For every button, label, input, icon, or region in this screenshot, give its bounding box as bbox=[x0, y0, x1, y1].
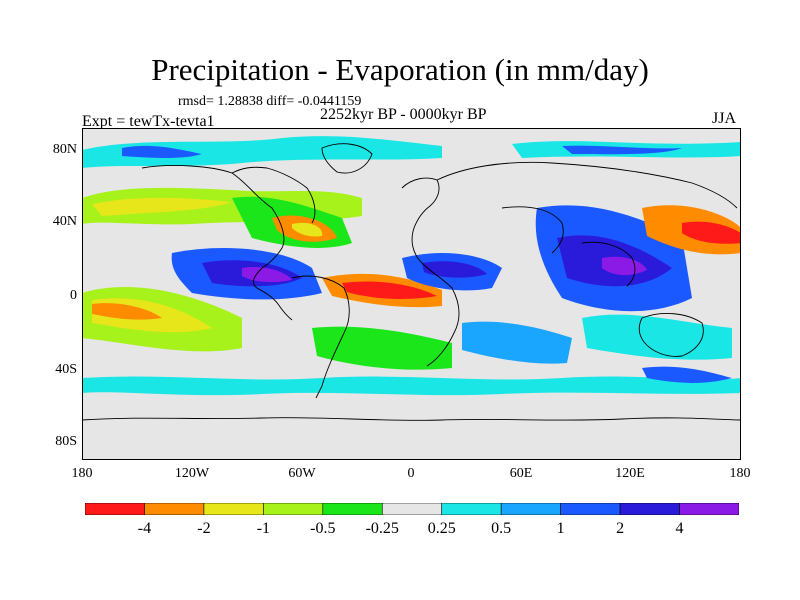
colorbar-label: 2 bbox=[616, 520, 625, 537]
colorbar-label: 0.5 bbox=[491, 520, 512, 537]
lon-tick-180e: 180 bbox=[729, 466, 751, 481]
lon-tick-60w: 60W bbox=[288, 466, 316, 481]
lon-tick-60e: 60E bbox=[509, 466, 533, 481]
colorbar-label: -0.25 bbox=[365, 520, 399, 537]
plot-title: Precipitation - Evaporation (in mm/day) bbox=[151, 52, 649, 87]
colorbar-label: -1 bbox=[256, 520, 271, 537]
period-label: 2252kyr BP - 0000kyr BP bbox=[320, 106, 487, 123]
lat-tick-0: 0 bbox=[70, 288, 77, 303]
map-frame bbox=[82, 128, 741, 460]
anomaly-map bbox=[82, 128, 741, 460]
colorbar-box bbox=[144, 503, 205, 515]
experiment-label: Expt = tewTx-tevta1 bbox=[82, 113, 215, 130]
colorbar-label: 4 bbox=[675, 520, 684, 537]
lat-tick-40n: 40N bbox=[52, 214, 77, 229]
colorbar-box bbox=[560, 503, 621, 515]
colorbar-box bbox=[441, 503, 502, 515]
stats-line: rmsd= 1.28838 diff= -0.0441159 bbox=[178, 94, 362, 109]
colorbar-label: -2 bbox=[197, 520, 211, 537]
colorbar-box bbox=[679, 503, 739, 515]
colorbar-box bbox=[203, 503, 264, 515]
season-label: JJA bbox=[712, 110, 737, 127]
lat-tick-80s: 80S bbox=[55, 434, 77, 449]
colorbar-box bbox=[500, 503, 561, 515]
colorbar-box bbox=[381, 503, 443, 515]
colorbar-box bbox=[322, 503, 383, 515]
colorbar-box bbox=[85, 503, 145, 515]
lat-tick-40s: 40S bbox=[55, 362, 77, 377]
coastlines bbox=[82, 143, 741, 421]
lon-tick-0: 0 bbox=[407, 466, 415, 481]
colorbar-label: -4 bbox=[137, 520, 152, 537]
colorbar-box bbox=[263, 503, 324, 515]
colorbar-label: -0.5 bbox=[310, 520, 336, 537]
colorbar bbox=[85, 503, 739, 515]
lat-tick-80n: 80N bbox=[52, 142, 77, 157]
lon-tick-120e: 120E bbox=[615, 466, 645, 481]
colorbar-box bbox=[619, 503, 680, 515]
colorbar-label: 0.25 bbox=[427, 520, 456, 537]
colorbar-label: 1 bbox=[556, 520, 565, 537]
lon-tick-180w: 180 bbox=[71, 466, 93, 481]
lon-tick-120w: 120W bbox=[174, 466, 210, 481]
field-layer bbox=[82, 136, 741, 396]
